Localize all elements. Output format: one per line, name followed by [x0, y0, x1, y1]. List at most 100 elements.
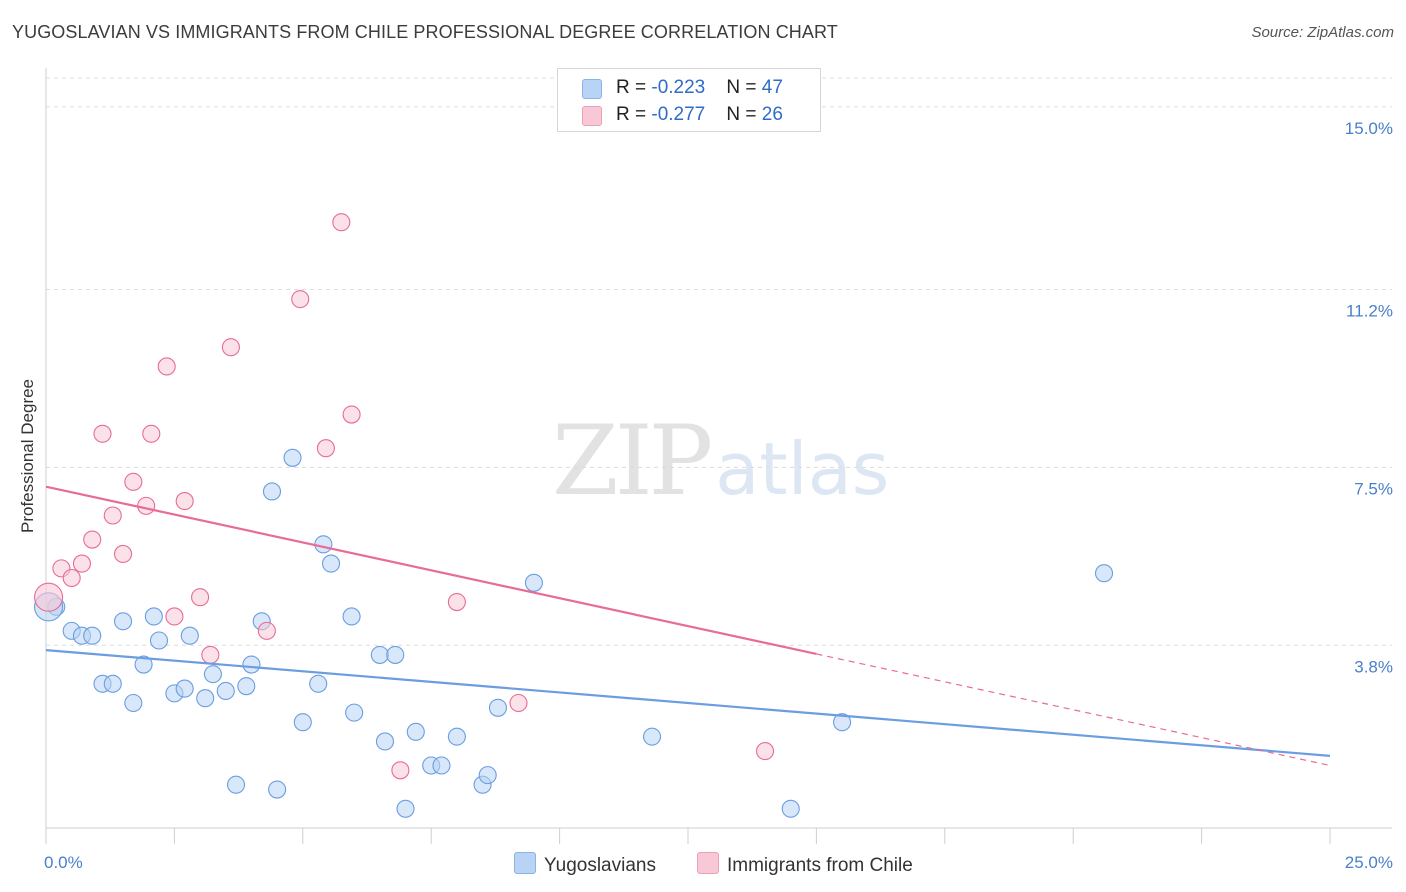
yugoslavian-trend-line — [45, 649, 1331, 757]
chile-point — [34, 582, 64, 612]
yugoslavian-point — [314, 535, 333, 554]
yugoslavian-point — [833, 713, 852, 732]
n-value: 26 — [761, 104, 783, 125]
tick-labels: 3.8% 7.5% 11.2% 15.0% 0.0% 25.0% — [44, 119, 1393, 872]
legend-text: R = -0.277 N = 26 — [616, 104, 783, 126]
yugoslavian-point — [524, 573, 543, 592]
n-label: N = — [726, 104, 762, 125]
chile-point — [201, 645, 220, 664]
yugoslavian-point — [642, 727, 662, 746]
yugoslavian-point — [396, 799, 415, 818]
yugoslavian-point — [293, 713, 312, 732]
yugoslavian-point — [370, 645, 389, 664]
legend-swatch-pink — [697, 852, 719, 874]
yugoslavian-point — [262, 482, 282, 501]
r-label: R = — [616, 77, 652, 98]
grid-lines — [46, 77, 1392, 646]
chile-point — [342, 405, 361, 424]
r-value: -0.223 — [651, 77, 706, 98]
yugoslavian-point — [386, 645, 405, 664]
yugoslavian-point — [342, 607, 361, 626]
legend-item-yugoslavians[interactable]: Yugoslavians — [514, 852, 656, 877]
chile-trend-line — [45, 485, 817, 656]
y-tick-label: 11.2% — [1346, 302, 1393, 321]
yugoslavian-point — [432, 756, 451, 775]
yugoslavian-point — [268, 780, 287, 799]
legend-swatch-blue — [582, 79, 602, 99]
yugoslavian-point — [216, 681, 235, 701]
yugoslavian-point — [149, 631, 169, 650]
yugoslavian-point — [203, 665, 222, 684]
chile-point — [142, 424, 161, 443]
legend-item-chile[interactable]: Immigrants from Chile — [697, 852, 913, 877]
watermark-atlas: atlas — [715, 427, 890, 511]
yugoslavian-point — [196, 689, 215, 708]
yugoslavian-point — [180, 626, 199, 645]
yugoslavian-point — [283, 448, 302, 467]
n-value: 47 — [761, 77, 783, 98]
chile-point — [391, 761, 410, 780]
watermark-zip: ZIP — [552, 405, 713, 517]
chile-point — [291, 290, 310, 309]
legend-label: Immigrants from Chile — [727, 855, 913, 876]
legend-text: R = -0.223 N = 47 — [616, 77, 783, 99]
chile-point — [316, 439, 335, 458]
chile-point — [257, 621, 276, 640]
yugoslavian-point — [781, 799, 800, 818]
yugoslavian-point — [237, 677, 256, 696]
yugoslavian-point — [226, 775, 246, 794]
chile-point — [191, 588, 210, 607]
yugoslavian-point — [124, 693, 143, 713]
x-tick-label: 25.0% — [1345, 853, 1393, 872]
chile-point — [93, 424, 112, 443]
chile-point — [72, 554, 92, 573]
yugoslavian-point — [134, 655, 153, 674]
chile-point — [332, 213, 351, 232]
r-label: R = — [616, 104, 652, 125]
yugoslavian-point — [144, 607, 163, 626]
yugoslavian-point — [242, 655, 261, 674]
chile-point — [447, 592, 466, 612]
chile-point — [83, 530, 102, 549]
chile-point — [157, 357, 176, 376]
yugoslavian-point — [175, 679, 194, 698]
legend-swatch-pink — [582, 106, 602, 126]
chile-point — [124, 472, 143, 491]
n-label: N = — [726, 77, 762, 98]
watermark: ZIPatlas — [552, 405, 889, 517]
y-tick-label: 7.5% — [1354, 479, 1393, 498]
chile-point — [509, 693, 528, 713]
axes — [45, 68, 1392, 844]
chile-point — [175, 492, 194, 511]
yugoslavian-point — [83, 626, 102, 645]
chart-title: YUGOSLAVIAN VS IMMIGRANTS FROM CHILE PRO… — [12, 22, 838, 42]
yugoslavian-point — [1094, 564, 1114, 583]
yugoslavian-point — [375, 732, 395, 751]
yugoslavian-point — [113, 612, 133, 631]
yugoslavian-point — [447, 727, 466, 746]
chile-point — [103, 506, 122, 525]
chile-point — [165, 607, 184, 626]
yugoslavian-point — [345, 703, 364, 722]
r-value: -0.277 — [651, 104, 706, 125]
source-label[interactable]: Source: ZipAtlas.com — [1251, 24, 1394, 41]
chile-point — [113, 544, 133, 564]
chile-point — [755, 742, 775, 761]
chile-point — [221, 338, 240, 357]
chile-point — [137, 496, 156, 515]
x-tick-label: 0.0% — [44, 853, 83, 872]
correlation-legend: R = -0.223 N = 47 R = -0.277 N = 26 — [557, 68, 821, 132]
chile-point — [62, 568, 81, 588]
yugoslavian-point — [321, 554, 341, 573]
yugoslavian-point — [103, 674, 122, 693]
y-tick-label: 3.8% — [1354, 657, 1393, 676]
legend-swatch-blue — [514, 852, 536, 874]
y-tick-label: 15.0% — [1345, 119, 1393, 138]
data-points — [34, 213, 1114, 818]
yugoslavian-point — [478, 766, 497, 785]
yugoslavian-point — [488, 698, 508, 717]
yugoslavian-point — [309, 674, 328, 693]
yugoslavian-point — [406, 722, 425, 741]
trend-lines — [45, 485, 1331, 767]
